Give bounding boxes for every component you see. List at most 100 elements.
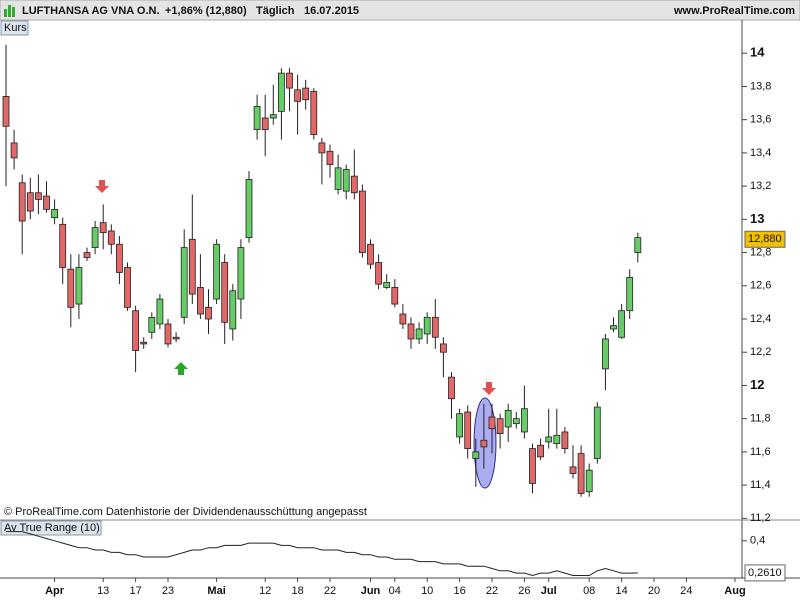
candle-body <box>326 150 334 165</box>
icon <box>4 5 15 17</box>
candle-body <box>75 267 83 305</box>
candle-body <box>512 418 520 425</box>
candle-body <box>504 409 512 428</box>
y-tick-label: 13 <box>750 211 764 226</box>
candle-body <box>602 338 609 370</box>
header-period: Täglich <box>256 5 295 17</box>
value-tag-label: 12,880 <box>748 233 782 245</box>
candle-body <box>302 87 310 101</box>
candle-body <box>472 451 480 459</box>
candle-body <box>610 325 617 330</box>
candle-body <box>569 466 577 474</box>
panel-label: Av True Range (10) <box>4 522 100 534</box>
header-date: 16.07.2015 <box>304 5 359 17</box>
candle-body <box>358 190 366 253</box>
candle-body <box>529 448 536 484</box>
candle-body <box>593 406 601 459</box>
candle-body <box>148 316 156 333</box>
candle-body <box>221 262 229 323</box>
candle-body <box>156 298 164 325</box>
x-tick-label: 12 <box>259 585 271 597</box>
footer-note: © ProRealTime.com Datenhistorie der Divi… <box>4 506 367 518</box>
candle-body <box>261 117 269 131</box>
candle-body <box>423 316 431 335</box>
y-tick-label: 12,4 <box>750 313 771 325</box>
x-tick-label: 23 <box>162 585 174 597</box>
candle-body <box>140 341 148 345</box>
candle-body <box>18 182 26 222</box>
x-tick-label: Aug <box>724 585 745 597</box>
x-tick-label: 22 <box>324 585 336 597</box>
candle-body <box>237 247 245 300</box>
header-site: www.ProRealTime.com <box>673 5 795 17</box>
candle-body <box>172 336 180 340</box>
value-tag <box>744 230 786 248</box>
candle-body <box>626 277 634 312</box>
header-change: +1,86% (12,880) <box>165 5 247 17</box>
candle-body <box>545 436 553 443</box>
candle-body <box>383 282 391 288</box>
candle-body <box>286 72 293 89</box>
candle-body <box>521 408 528 433</box>
panel-label-box <box>0 520 102 536</box>
y-tick-label: 13,6 <box>750 114 771 126</box>
candle-body <box>439 343 447 353</box>
candle-body <box>277 72 285 112</box>
candle-body <box>634 237 642 253</box>
x-tick-label: Jun <box>361 585 381 597</box>
candle-body <box>132 310 140 351</box>
candle-body <box>26 192 34 212</box>
candle-body <box>91 227 99 248</box>
y-tick-label: 0,4 <box>750 535 765 547</box>
y-tick-label: 11,2 <box>750 512 771 524</box>
candle-body <box>448 376 455 400</box>
candle-body <box>213 243 221 300</box>
x-tick-label: 26 <box>518 585 530 597</box>
x-tick-label: 18 <box>291 585 303 597</box>
x-tick-label: 14 <box>615 585 627 597</box>
y-tick-label: 11,4 <box>750 479 771 491</box>
candle-body <box>391 287 399 305</box>
candle-body <box>245 179 253 239</box>
y-tick-label: 13,2 <box>750 180 771 192</box>
panel-label: Kurs <box>4 22 27 34</box>
candle-body <box>205 306 212 320</box>
buy-arrow <box>174 362 188 375</box>
candle-body <box>269 114 277 119</box>
x-tick-label: Apr <box>45 585 65 597</box>
candle-body <box>196 287 204 315</box>
candle-body <box>488 416 496 430</box>
y-tick-label: 12,8 <box>750 246 771 258</box>
x-tick-label: 04 <box>389 585 401 597</box>
candle-body <box>407 323 415 340</box>
x-tick-label: 17 <box>129 585 141 597</box>
candle-body <box>342 169 350 192</box>
candle-body <box>188 238 196 295</box>
x-tick-label: 24 <box>680 585 692 597</box>
candle-body <box>124 267 131 308</box>
candle-body <box>399 313 407 325</box>
value-tag <box>744 564 786 582</box>
y-tick-label: 11,8 <box>750 413 771 425</box>
candle-body <box>585 469 593 493</box>
value-tag-label: 0,2610 <box>748 567 782 579</box>
header-title: LUFTHANSA AG VNA O.N. <box>22 5 160 17</box>
x-tick-label: 13 <box>97 585 109 597</box>
candle-body <box>164 323 172 345</box>
candle-body <box>464 411 472 449</box>
candle-body <box>294 89 302 102</box>
candle-body <box>67 268 75 308</box>
x-tick-label: 20 <box>648 585 660 597</box>
candle-body <box>83 252 91 258</box>
candle-body <box>456 413 464 438</box>
y-tick-label: 13,4 <box>750 147 771 159</box>
candle-body <box>59 223 67 268</box>
candle-body <box>375 262 383 285</box>
candle-body <box>107 230 115 245</box>
candle-body <box>180 247 188 318</box>
candle-body <box>2 96 10 127</box>
candle-body <box>537 444 544 458</box>
y-tick-label: 14 <box>750 45 765 60</box>
